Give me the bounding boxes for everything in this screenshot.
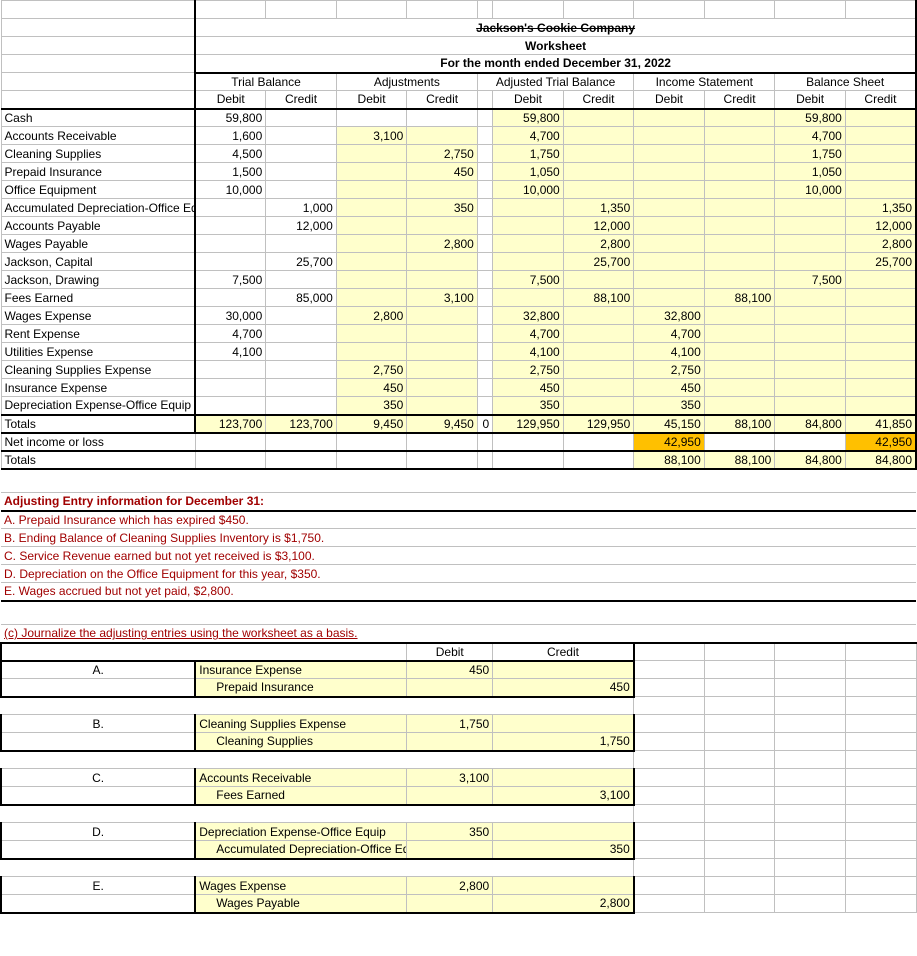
adjusting-item: B. Ending Balance of Cleaning Supplies I… <box>1 529 916 547</box>
journal-credit-row: Accumulated Depreciation-Office Equip.35… <box>1 841 916 859</box>
totals-row: Totals 123,700 123,700 9,450 9,450 0 129… <box>1 415 916 433</box>
adjusting-item: C. Service Revenue earned but not yet re… <box>1 547 916 565</box>
journal-colhead: Debit Credit <box>1 643 916 661</box>
account-row: Depreciation Expense-Office Equip3503503… <box>1 397 916 415</box>
journal-credit-row: Wages Payable2,800 <box>1 895 916 913</box>
account-row: Accumulated Depreciation-Office Equip.1,… <box>1 199 916 217</box>
worksheet-table: Jackson's Cookie Company Worksheet For t… <box>0 0 917 914</box>
account-row: Utilities Expense4,1004,1004,100 <box>1 343 916 361</box>
journal-debit-row: B.Cleaning Supplies Expense1,750 <box>1 715 916 733</box>
account-row: Wages Expense30,0002,80032,80032,800 <box>1 307 916 325</box>
journal-credit-row: Fees Earned3,100 <box>1 787 916 805</box>
colgroup-header: Trial Balance Adjustments Adjusted Trial… <box>1 73 916 91</box>
journal-debit-row: C.Accounts Receivable3,100 <box>1 769 916 787</box>
account-row: Accounts Payable12,00012,00012,000 <box>1 217 916 235</box>
journal-credit-row: Cleaning Supplies1,750 <box>1 733 916 751</box>
adjusting-item: E. Wages accrued but not yet paid, $2,80… <box>1 583 916 601</box>
account-row: Office Equipment10,00010,00010,000 <box>1 181 916 199</box>
adjusting-heading: Adjusting Entry information for December… <box>1 493 916 511</box>
account-row: Accounts Receivable1,6003,1004,7004,700 <box>1 127 916 145</box>
account-row: Prepaid Insurance1,5004501,0501,050 <box>1 163 916 181</box>
adjusting-item: A. Prepaid Insurance which has expired $… <box>1 511 916 529</box>
account-row: Fees Earned85,0003,10088,10088,100 <box>1 289 916 307</box>
account-row: Wages Payable2,8002,8002,800 <box>1 235 916 253</box>
totals2-row: Totals 88,100 88,100 84,800 84,800 <box>1 451 916 469</box>
account-row: Rent Expense4,7004,7004,700 <box>1 325 916 343</box>
account-row: Insurance Expense450450450 <box>1 379 916 397</box>
journal-debit-row: D.Depreciation Expense-Office Equip350 <box>1 823 916 841</box>
title: Worksheet <box>195 37 916 55</box>
journal-debit-row: A.Insurance Expense450 <box>1 661 916 679</box>
period: For the month ended December 31, 2022 <box>195 55 916 73</box>
account-row: Cash59,80059,80059,800 <box>1 109 916 127</box>
net-income-row: Net income or loss 42,950 42,950 <box>1 433 916 451</box>
subheader: Debit Credit Debit Credit Debit Credit D… <box>1 91 916 109</box>
account-row: Cleaning Supplies Expense2,7502,7502,750 <box>1 361 916 379</box>
adjusting-item: D. Depreciation on the Office Equipment … <box>1 565 916 583</box>
account-row: Cleaning Supplies4,5002,7501,7501,750 <box>1 145 916 163</box>
account-row: Jackson, Capital25,70025,70025,700 <box>1 253 916 271</box>
company-name: Jackson's Cookie Company <box>195 19 916 37</box>
journal-debit-row: E.Wages Expense2,800 <box>1 877 916 895</box>
journal-heading: (c) Journalize the adjusting entries usi… <box>1 625 916 643</box>
account-row: Jackson, Drawing7,5007,5007,500 <box>1 271 916 289</box>
journal-credit-row: Prepaid Insurance450 <box>1 679 916 697</box>
